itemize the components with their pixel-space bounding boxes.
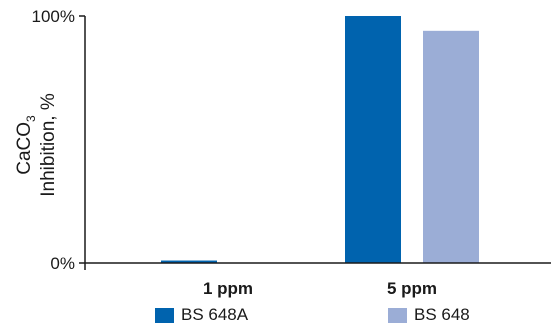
y-axis-label-line2: Inhibition, %	[38, 93, 59, 197]
legend-swatch-bs-648a	[155, 307, 174, 323]
bar-bs-648a-1-ppm	[161, 260, 217, 263]
y-axis-label: CaCO3 Inhibition, %	[14, 93, 59, 197]
x-category-label: 5 ppm	[387, 279, 437, 298]
y-ticks: 0% 100%	[32, 7, 85, 273]
legend-label-bs-648: BS 648	[414, 305, 470, 324]
plot-area: 0% 100% 1 ppm 5 ppm	[32, 7, 551, 298]
legend-swatch-bs-648	[388, 307, 407, 323]
y-axis-label-line1: CaCO3	[14, 115, 38, 175]
legend-item-bs-648a: BS 648A	[155, 306, 248, 324]
y-tick-label: 100%	[32, 7, 75, 26]
x-category-labels: 1 ppm 5 ppm	[203, 279, 437, 298]
bars	[161, 16, 479, 263]
x-category-label: 1 ppm	[203, 279, 253, 298]
legend-label-bs-648a: BS 648A	[181, 305, 249, 324]
bar-bs-648a-5-ppm	[345, 16, 401, 263]
y-tick-label: 0%	[50, 254, 75, 273]
legend-item-bs-648: BS 648	[388, 306, 470, 324]
bar-bs-648-5-ppm	[423, 30, 479, 263]
legend: BS 648A BS 648	[0, 306, 551, 326]
